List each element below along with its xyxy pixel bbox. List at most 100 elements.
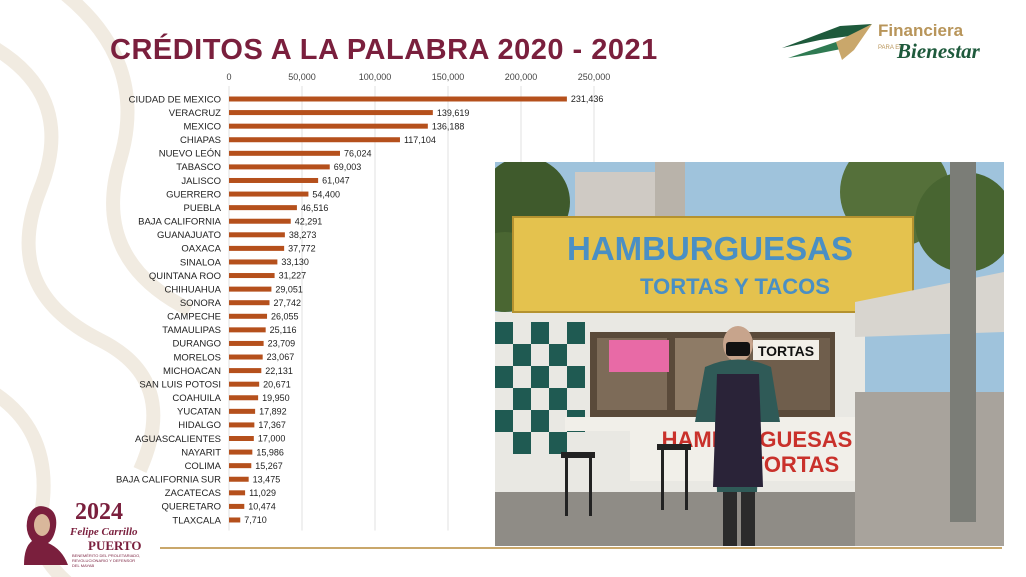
category-label: DURANGO xyxy=(172,339,221,350)
bar xyxy=(229,150,340,156)
logo-caption: BENEMÉRITO DEL PROLETARIADO, REVOLUCIONA… xyxy=(72,553,141,568)
category-label: CAMPECHE xyxy=(167,312,221,323)
financiera-bienestar-logo: Financiera PARA EL Bienestar xyxy=(780,18,1010,68)
bar xyxy=(229,286,272,292)
data-label: 117,104 xyxy=(404,135,436,145)
bar xyxy=(229,245,285,251)
felipe-carrillo-puerto-logo: 2024 Felipe Carrillo PUERTO BENEMÉRITO D… xyxy=(10,497,145,568)
category-label: JALISCO xyxy=(181,176,221,187)
bar xyxy=(229,340,264,346)
footer-divider xyxy=(160,547,1002,549)
data-label: 17,367 xyxy=(258,420,286,430)
bar xyxy=(229,96,567,102)
data-label: 76,024 xyxy=(344,149,372,159)
data-label: 19,950 xyxy=(262,393,290,403)
eagle-wing-icon xyxy=(782,24,872,60)
bar xyxy=(229,354,263,360)
category-label: VERACRUZ xyxy=(169,108,221,119)
counter-sign-2: TORTAS xyxy=(751,452,839,477)
data-label: 42,291 xyxy=(295,216,323,226)
category-label: MEXICO xyxy=(184,121,221,132)
data-label: 13,475 xyxy=(253,474,281,484)
bar xyxy=(229,313,268,319)
data-label: 15,267 xyxy=(255,461,283,471)
category-label: COLIMA xyxy=(185,461,222,472)
x-tick-label: 100,000 xyxy=(359,72,392,82)
bar xyxy=(229,395,259,401)
logo-name: Felipe Carrillo xyxy=(70,526,138,538)
data-label: 23,067 xyxy=(267,352,295,362)
data-label: 20,671 xyxy=(263,379,291,389)
category-label: SAN LUIS POTOSI xyxy=(139,379,221,390)
data-label: 11,029 xyxy=(249,488,276,498)
credits-bar-chart: 0 50,000 100,000 150,000 200,000 250,000 CIUDA… xyxy=(116,72,611,531)
category-label: BAJA CALIFORNIA xyxy=(138,217,222,228)
data-label: 17,000 xyxy=(258,434,286,444)
category-label: CHIAPAS xyxy=(180,135,221,146)
category-label: MICHOACAN xyxy=(163,366,221,377)
category-label: QUINTANA ROO xyxy=(149,271,221,282)
sign-main-text: HAMBURGUESAS xyxy=(567,230,853,267)
data-label: 25,116 xyxy=(270,325,297,335)
window-sign-text: TORTAS xyxy=(758,343,814,359)
category-label: SINALOA xyxy=(180,257,222,268)
category-label: QUERETARO xyxy=(162,502,221,513)
logo-name2: PUERTO xyxy=(88,538,142,553)
category-label: TAMAULIPAS xyxy=(162,325,221,336)
brand-name-small: PARA EL xyxy=(878,45,903,51)
bar xyxy=(229,503,245,509)
bar xyxy=(229,232,285,238)
sign-sub-text: TORTAS Y TACOS xyxy=(640,274,830,299)
bar xyxy=(229,110,433,116)
data-label: 54,400 xyxy=(312,189,340,199)
category-label: COAHUILA xyxy=(172,393,221,404)
category-label: TLAXCALA xyxy=(172,515,221,526)
category-label: BAJA CALIFORNIA SUR xyxy=(116,475,221,486)
category-label: ZACATECAS xyxy=(165,488,221,499)
data-label: 31,227 xyxy=(279,271,307,281)
data-label: 22,131 xyxy=(265,366,293,376)
bar xyxy=(229,463,252,469)
bar xyxy=(229,490,246,496)
bar xyxy=(229,300,270,306)
category-label: HIDALGO xyxy=(178,420,221,431)
bar xyxy=(229,205,297,211)
bar xyxy=(229,137,400,143)
bar xyxy=(229,476,249,482)
x-tick-label: 150,000 xyxy=(432,72,465,82)
bar xyxy=(229,327,266,333)
category-label: AGUASCALIENTES xyxy=(135,434,221,445)
bar xyxy=(229,259,278,265)
category-label: SONORA xyxy=(180,298,222,309)
category-label: YUCATAN xyxy=(177,407,221,418)
brand-name-line2: Bienestar xyxy=(897,39,980,63)
category-label: CIUDAD DE MEXICO xyxy=(129,94,221,105)
data-label: 15,986 xyxy=(256,447,284,457)
data-label: 136,188 xyxy=(432,121,465,131)
bar xyxy=(229,449,253,455)
category-label: TABASCO xyxy=(176,162,221,173)
data-label: 10,474 xyxy=(248,502,276,512)
category-label: GUANAJUATO xyxy=(157,230,221,241)
portrait-icon xyxy=(24,506,68,565)
bar xyxy=(229,517,241,523)
category-label: OAXACA xyxy=(181,244,221,255)
bar xyxy=(229,191,309,197)
data-label: 69,003 xyxy=(334,162,362,172)
storefront-photo: HAMBURGUESAS TORTAS Y TACOS TORTAS HAMBU… xyxy=(495,162,1004,546)
x-tick-label: 0 xyxy=(226,72,231,82)
bar xyxy=(229,123,428,129)
data-label: 37,772 xyxy=(288,244,316,254)
data-label: 17,892 xyxy=(259,407,287,417)
bar xyxy=(229,436,254,441)
bar xyxy=(229,422,255,428)
data-label: 139,619 xyxy=(437,108,470,118)
x-tick-label: 200,000 xyxy=(505,72,538,82)
bar xyxy=(229,408,256,414)
x-tick-label: 250,000 xyxy=(578,72,611,82)
bar xyxy=(229,177,319,183)
data-label: 7,710 xyxy=(244,515,267,525)
category-label: CHIHUAHUA xyxy=(165,284,222,295)
category-label: PUEBLA xyxy=(184,203,222,214)
bar xyxy=(229,273,275,279)
